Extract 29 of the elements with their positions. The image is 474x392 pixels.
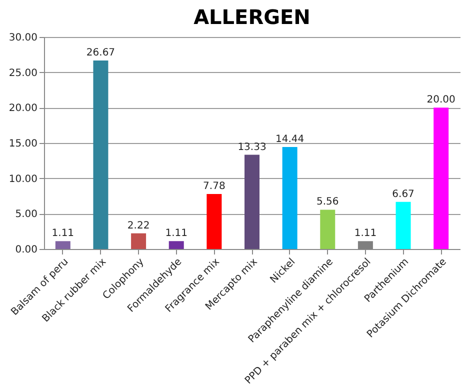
y-tick-label: 5.00: [15, 209, 38, 220]
data-label: 1.11: [165, 228, 188, 240]
bar: [168, 241, 184, 249]
y-tick-label: 10.00: [8, 174, 38, 185]
bar: [434, 108, 449, 249]
bar: [320, 210, 336, 249]
bar: [396, 202, 411, 249]
bar: [206, 194, 222, 249]
y-tick-label: 20.00: [8, 103, 38, 114]
data-label: 6.67: [392, 188, 414, 200]
data-label: 5.56: [316, 196, 339, 208]
data-label: 13.33: [238, 142, 266, 153]
data-label: 26.67: [86, 48, 116, 59]
data-label: 14.44: [276, 134, 304, 145]
y-tick-label: 15.00: [8, 138, 38, 150]
data-label: 1.11: [52, 228, 74, 240]
data-label: 1.11: [354, 228, 377, 240]
bar: [282, 146, 298, 249]
y-tick-label: 30.00: [8, 32, 38, 44]
bar: [131, 233, 146, 249]
chart-title: ALLERGEN: [194, 5, 310, 29]
bar: [244, 154, 260, 249]
y-tick-label: 0.00: [15, 244, 38, 256]
bar: [93, 60, 108, 249]
y-tick-label: 25.00: [8, 68, 38, 79]
bar: [55, 241, 70, 249]
data-label: 20.00: [426, 94, 456, 106]
data-label: 7.78: [203, 181, 226, 192]
data-label: 2.22: [127, 220, 150, 232]
